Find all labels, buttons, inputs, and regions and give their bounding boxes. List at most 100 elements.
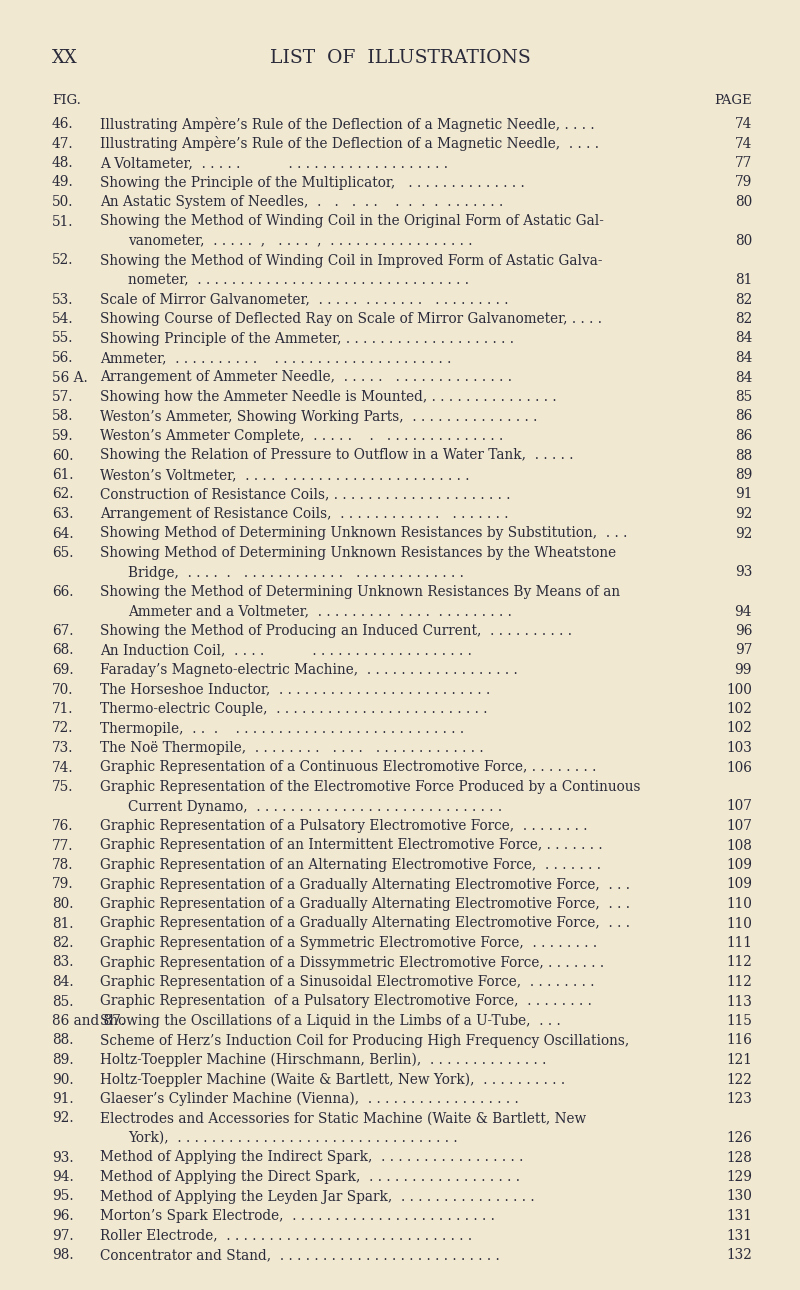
Text: Roller Electrode,  . . . . . . . . . . . . . . . . . . . . . . . . . . . . .: Roller Electrode, . . . . . . . . . . . …: [100, 1228, 472, 1242]
Text: vanometer,  . . . . .  ,   . . . .  ,  . . . . . . . . . . . . . . . . .: vanometer, . . . . . , . . . . , . . . .…: [128, 233, 473, 248]
Text: 90.: 90.: [52, 1072, 74, 1086]
Text: Illustrating Ampère’s Rule of the Deflection of a Magnetic Needle,  . . . .: Illustrating Ampère’s Rule of the Deflec…: [100, 135, 599, 151]
Text: PAGE: PAGE: [714, 93, 752, 107]
Text: Graphic Representation of a Symmetric Electromotive Force,  . . . . . . . .: Graphic Representation of a Symmetric El…: [100, 937, 597, 949]
Text: 88.: 88.: [52, 1033, 74, 1047]
Text: 78.: 78.: [52, 858, 74, 872]
Text: Holtz-Toeppler Machine (Waite & Bartlett, New York),  . . . . . . . . . .: Holtz-Toeppler Machine (Waite & Bartlett…: [100, 1072, 565, 1086]
Text: 77.: 77.: [52, 838, 74, 853]
Text: Showing Course of Deflected Ray on Scale of Mirror Galvanometer, . . . .: Showing Course of Deflected Ray on Scale…: [100, 312, 602, 326]
Text: 84: 84: [734, 370, 752, 384]
Text: 122: 122: [726, 1072, 752, 1086]
Text: 85: 85: [734, 390, 752, 404]
Text: 93.: 93.: [52, 1151, 74, 1165]
Text: 73.: 73.: [52, 740, 74, 755]
Text: 110: 110: [726, 897, 752, 911]
Text: Method of Applying the Indirect Spark,  . . . . . . . . . . . . . . . . .: Method of Applying the Indirect Spark, .…: [100, 1151, 523, 1165]
Text: Graphic Representation of a Sinusoidal Electromotive Force,  . . . . . . . .: Graphic Representation of a Sinusoidal E…: [100, 975, 594, 989]
Text: 132: 132: [726, 1247, 752, 1262]
Text: 59.: 59.: [52, 430, 74, 442]
Text: Illustrating Ampère’s Rule of the Deflection of a Magnetic Needle, . . . .: Illustrating Ampère’s Rule of the Deflec…: [100, 116, 594, 132]
Text: Weston’s Voltmeter,  . . . .  . . . . . . . . . . . . . . . . . . . . . .: Weston’s Voltmeter, . . . . . . . . . . …: [100, 468, 470, 482]
Text: Ammeter and a Voltmeter,  . . . . . . . . .  . . . .  . . . . . . . . .: Ammeter and a Voltmeter, . . . . . . . .…: [128, 605, 512, 618]
Text: FIG.: FIG.: [52, 93, 81, 107]
Text: 113: 113: [726, 995, 752, 1009]
Text: LIST  OF  ILLUSTRATIONS: LIST OF ILLUSTRATIONS: [270, 49, 530, 67]
Text: 57.: 57.: [52, 390, 74, 404]
Text: 128: 128: [726, 1151, 752, 1165]
Text: 115: 115: [726, 1014, 752, 1028]
Text: Thermo-electric Couple,  . . . . . . . . . . . . . . . . . . . . . . . . .: Thermo-electric Couple, . . . . . . . . …: [100, 702, 487, 716]
Text: Method of Applying the Leyden Jar Spark,  . . . . . . . . . . . . . . . .: Method of Applying the Leyden Jar Spark,…: [100, 1189, 534, 1204]
Text: Showing the Relation of Pressure to Outflow in a Water Tank,  . . . . .: Showing the Relation of Pressure to Outf…: [100, 449, 574, 463]
Text: 96: 96: [734, 624, 752, 639]
Text: 85.: 85.: [52, 995, 74, 1009]
Text: 63.: 63.: [52, 507, 74, 521]
Text: Scheme of Herz’s Induction Coil for Producing High Frequency Oscillations,: Scheme of Herz’s Induction Coil for Prod…: [100, 1033, 630, 1047]
Text: Showing the Method of Producing an Induced Current,  . . . . . . . . . .: Showing the Method of Producing an Induc…: [100, 624, 572, 639]
Text: Graphic Representation of an Alternating Electromotive Force,  . . . . . . .: Graphic Representation of an Alternating…: [100, 858, 601, 872]
Text: 74.: 74.: [52, 761, 74, 774]
Text: 72.: 72.: [52, 721, 74, 735]
Text: Graphic Representation of an Intermittent Electromotive Force, . . . . . . .: Graphic Representation of an Intermitten…: [100, 838, 602, 853]
Text: Showing how the Ammeter Needle is Mounted, . . . . . . . . . . . . . . .: Showing how the Ammeter Needle is Mounte…: [100, 390, 557, 404]
Text: 75.: 75.: [52, 780, 74, 795]
Text: Weston’s Ammeter, Showing Working Parts,  . . . . . . . . . . . . . . .: Weston’s Ammeter, Showing Working Parts,…: [100, 409, 538, 423]
Text: 80.: 80.: [52, 897, 74, 911]
Text: Faraday’s Magneto-electric Machine,  . . . . . . . . . . . . . . . . . .: Faraday’s Magneto-electric Machine, . . …: [100, 663, 518, 677]
Text: Morton’s Spark Electrode,  . . . . . . . . . . . . . . . . . . . . . . . .: Morton’s Spark Electrode, . . . . . . . …: [100, 1209, 495, 1223]
Text: The Horseshoe Inductor,  . . . . . . . . . . . . . . . . . . . . . . . . .: The Horseshoe Inductor, . . . . . . . . …: [100, 682, 490, 697]
Text: Ammeter,  . . . . . . . . . .    . . . . . . . . . . . . . . . . . . . . .: Ammeter, . . . . . . . . . . . . . . . .…: [100, 351, 451, 365]
Text: 107: 107: [726, 819, 752, 833]
Text: 107: 107: [726, 800, 752, 814]
Text: Graphic Representation of a Gradually Alternating Electromotive Force,  . . .: Graphic Representation of a Gradually Al…: [100, 916, 630, 930]
Text: 109: 109: [726, 877, 752, 891]
Text: 77: 77: [734, 156, 752, 170]
Text: 84: 84: [734, 332, 752, 346]
Text: 69.: 69.: [52, 663, 74, 677]
Text: 130: 130: [726, 1189, 752, 1204]
Text: 76.: 76.: [52, 819, 74, 833]
Text: Scale of Mirror Galvanometer,  . . . . .  . . . . . . .   . . . . . . . . .: Scale of Mirror Galvanometer, . . . . . …: [100, 293, 509, 307]
Text: Arrangement of Resistance Coils,  . . . . . . . . . . . .   . . . . . . .: Arrangement of Resistance Coils, . . . .…: [100, 507, 509, 521]
Text: An Induction Coil,  . . . .           . . . . . . . . . . . . . . . . . . .: An Induction Coil, . . . . . . . . . . .…: [100, 644, 472, 658]
Text: 74: 74: [734, 137, 752, 151]
Text: 55.: 55.: [52, 332, 74, 346]
Text: Thermopile,  . .  .    . . . . . . . . . . . . . . . . . . . . . . . . . . .: Thermopile, . . . . . . . . . . . . . . …: [100, 721, 464, 735]
Text: XX: XX: [52, 49, 78, 67]
Text: 65.: 65.: [52, 546, 74, 560]
Text: Showing the Oscillations of a Liquid in the Limbs of a U-Tube,  . . .: Showing the Oscillations of a Liquid in …: [100, 1014, 561, 1028]
Text: 86 and 87.: 86 and 87.: [52, 1014, 125, 1028]
Text: 123: 123: [726, 1093, 752, 1106]
Text: 108: 108: [726, 838, 752, 853]
Text: Showing the Method of Winding Coil in the Original Form of Astatic Gal-: Showing the Method of Winding Coil in th…: [100, 214, 604, 228]
Text: 54.: 54.: [52, 312, 74, 326]
Text: 92.: 92.: [52, 1112, 74, 1125]
Text: Weston’s Ammeter Complete,  . . . . .    .   . . . . . . . . . . . . . .: Weston’s Ammeter Complete, . . . . . . .…: [100, 430, 503, 442]
Text: 96.: 96.: [52, 1209, 74, 1223]
Text: 97: 97: [734, 644, 752, 658]
Text: 126: 126: [726, 1131, 752, 1146]
Text: 46.: 46.: [52, 117, 74, 132]
Text: 102: 102: [726, 702, 752, 716]
Text: 50.: 50.: [52, 195, 74, 209]
Text: 71.: 71.: [52, 702, 74, 716]
Text: 64.: 64.: [52, 526, 74, 541]
Text: Showing the Method of Determining Unknown Resistances By Means of an: Showing the Method of Determining Unknow…: [100, 584, 620, 599]
Text: 99: 99: [734, 663, 752, 677]
Text: 92: 92: [734, 526, 752, 541]
Text: 94.: 94.: [52, 1170, 74, 1184]
Text: 89.: 89.: [52, 1053, 74, 1067]
Text: 102: 102: [726, 721, 752, 735]
Text: 94: 94: [734, 605, 752, 618]
Text: Graphic Representation  of a Pulsatory Electromotive Force,  . . . . . . . .: Graphic Representation of a Pulsatory El…: [100, 995, 592, 1009]
Text: 110: 110: [726, 916, 752, 930]
Text: Graphic Representation of a Gradually Alternating Electromotive Force,  . . .: Graphic Representation of a Gradually Al…: [100, 877, 630, 891]
Text: 61.: 61.: [52, 468, 74, 482]
Text: 121: 121: [726, 1053, 752, 1067]
Text: Method of Applying the Direct Spark,  . . . . . . . . . . . . . . . . . .: Method of Applying the Direct Spark, . .…: [100, 1170, 520, 1184]
Text: 131: 131: [726, 1228, 752, 1242]
Text: 53.: 53.: [52, 293, 74, 307]
Text: 91.: 91.: [52, 1093, 74, 1106]
Text: 103: 103: [726, 740, 752, 755]
